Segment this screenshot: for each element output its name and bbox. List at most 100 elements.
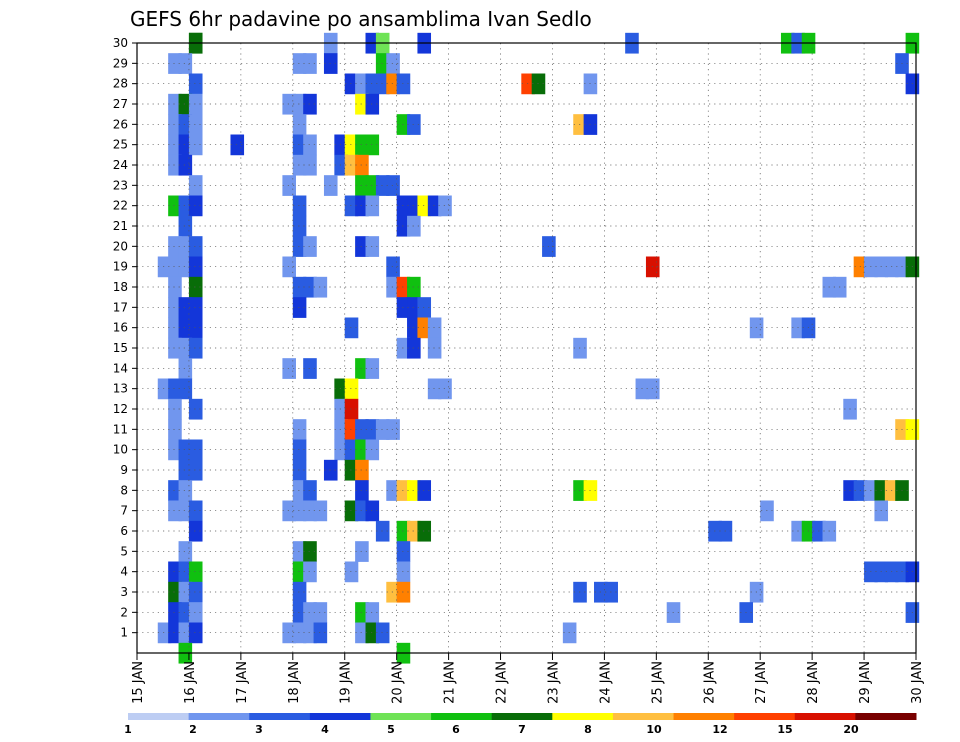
heatmap-cell: [427, 337, 442, 359]
heatmap-cell: [178, 541, 193, 562]
heatmap-cell: [417, 520, 432, 542]
heatmap-cell: [168, 500, 182, 522]
colorbar-swatch: [855, 713, 917, 720]
heatmap-cell: [168, 297, 182, 318]
heatmap-cell: [334, 419, 348, 440]
heatmap-cell: [230, 134, 245, 156]
heatmap-cell: [168, 114, 182, 135]
heatmap-cell: [355, 500, 369, 522]
heatmap-cell: [407, 297, 421, 318]
heatmap-cell: [178, 439, 193, 461]
heatmap-cell: [407, 520, 421, 542]
colorbar-swatch: [552, 713, 614, 720]
heatmap-cell: [292, 195, 307, 217]
heatmap-cell: [282, 175, 296, 196]
heatmap-cell: [396, 215, 411, 237]
heatmap-cell: [292, 53, 307, 74]
heatmap-cell: [168, 602, 182, 623]
heatmap-cell: [188, 500, 203, 522]
heatmap-cell: [168, 195, 182, 217]
heatmap-cell: [303, 276, 317, 298]
y-tick-label: 12: [113, 402, 128, 416]
colorbar-swatch: [491, 713, 553, 720]
x-tick-label: 28 JAN: [806, 661, 821, 704]
heatmap-cell: [292, 622, 307, 644]
colorbar-swatch: [431, 713, 493, 720]
heatmap-cell: [303, 154, 317, 176]
heatmap-cell: [188, 317, 203, 339]
colorbar-label: 15: [777, 723, 792, 736]
heatmap-cell: [417, 195, 432, 217]
heatmap-cell: [168, 337, 182, 359]
x-tick-label: 27 JAN: [754, 661, 769, 704]
heatmap-cell: [157, 256, 172, 278]
heatmap-cell: [168, 622, 182, 644]
heatmap-cell: [188, 581, 203, 603]
heatmap-cell: [344, 419, 359, 440]
x-tick-label: 18 JAN: [287, 661, 302, 704]
heatmap-cell: [168, 480, 182, 501]
plot-frame: [136, 42, 917, 654]
heatmap-cell: [344, 317, 359, 339]
heatmap-cell: [334, 398, 348, 420]
heatmap-cell: [344, 398, 359, 420]
colorbar-label: 3: [255, 723, 263, 736]
heatmap-cell: [344, 561, 359, 583]
heatmap-cell: [427, 195, 442, 217]
y-tick-label: 27: [113, 97, 128, 111]
heatmap-cell: [344, 459, 359, 481]
heatmap-cell: [178, 337, 193, 359]
heatmap-cell: [178, 622, 193, 644]
heatmap-cell: [178, 195, 193, 217]
heatmap-cell: [303, 236, 317, 257]
heatmap-cell: [292, 93, 307, 115]
heatmap-cell: [355, 134, 369, 156]
heatmap-cell: [355, 439, 369, 461]
x-tick-label: 24 JAN: [598, 661, 613, 704]
heatmap-cell: [344, 154, 359, 176]
x-tick-label: 23 JAN: [546, 661, 561, 704]
heatmap-cell: [323, 459, 338, 481]
y-tick-label: 9: [120, 463, 128, 477]
x-tick-label: 29 JAN: [858, 661, 873, 704]
y-tick-label: 30: [113, 36, 128, 50]
heatmap-cell: [313, 500, 328, 522]
heatmap-cell: [396, 114, 411, 135]
heatmap-cell: [355, 236, 369, 257]
heatmap-cell: [168, 561, 182, 583]
heatmap-cell: [355, 419, 369, 440]
y-tick-label: 29: [113, 56, 128, 70]
heatmap-cell: [178, 134, 193, 156]
colorbar-label: 1: [124, 723, 132, 736]
heatmap-cell: [188, 398, 203, 420]
heatmap-cell: [292, 297, 307, 318]
heatmap-cell: [396, 297, 411, 318]
y-tick-label: 18: [113, 280, 128, 294]
heatmap-cell: [355, 602, 369, 623]
heatmap-cell: [365, 622, 380, 644]
y-tick-label: 6: [120, 524, 128, 538]
heatmap-cell: [168, 439, 182, 461]
heatmap-cell: [188, 93, 203, 115]
heatmap-cell: [375, 53, 390, 74]
heatmap-cell: [365, 602, 380, 623]
heatmap-cell: [365, 175, 380, 196]
heatmap-cell: [375, 175, 390, 196]
heatmap-cell: [188, 195, 203, 217]
y-tick-label: 11: [113, 422, 128, 436]
heatmap-cell: [292, 134, 307, 156]
heatmap-cell: [188, 175, 203, 196]
heatmap-cell: [168, 93, 182, 115]
heatmap-cell: [396, 561, 411, 583]
heatmap-cell: [407, 114, 421, 135]
heatmap-cell: [313, 276, 328, 298]
heatmap-cell: [188, 459, 203, 481]
heatmap-cell: [303, 561, 317, 583]
heatmap-cell: [292, 500, 307, 522]
x-tick-label: 16 JAN: [183, 661, 198, 704]
heatmap-cell: [292, 419, 307, 440]
heatmap-cell: [303, 93, 317, 115]
heatmap-cell: [396, 276, 411, 298]
colorbar-swatch: [188, 713, 250, 720]
heatmap-cell: [168, 134, 182, 156]
